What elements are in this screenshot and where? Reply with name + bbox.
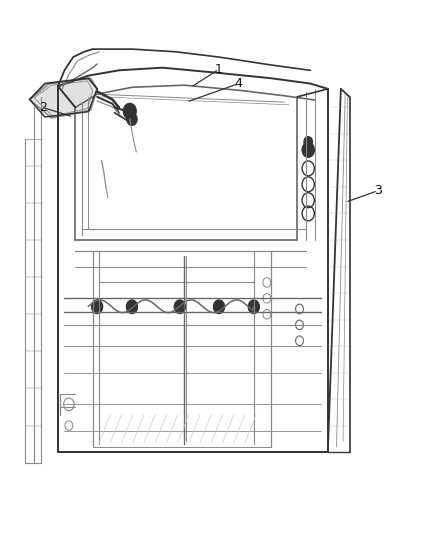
Text: 3: 3 (374, 184, 382, 197)
Circle shape (304, 136, 313, 147)
Text: 2: 2 (39, 101, 47, 114)
Circle shape (302, 142, 314, 157)
Polygon shape (30, 78, 97, 118)
Text: 1: 1 (215, 63, 223, 76)
Circle shape (126, 300, 138, 314)
Circle shape (127, 113, 137, 125)
Polygon shape (34, 81, 93, 116)
Text: 4: 4 (235, 77, 243, 90)
Circle shape (248, 300, 259, 314)
Circle shape (123, 103, 136, 119)
Circle shape (213, 300, 225, 314)
Circle shape (174, 300, 185, 314)
Circle shape (92, 300, 103, 314)
